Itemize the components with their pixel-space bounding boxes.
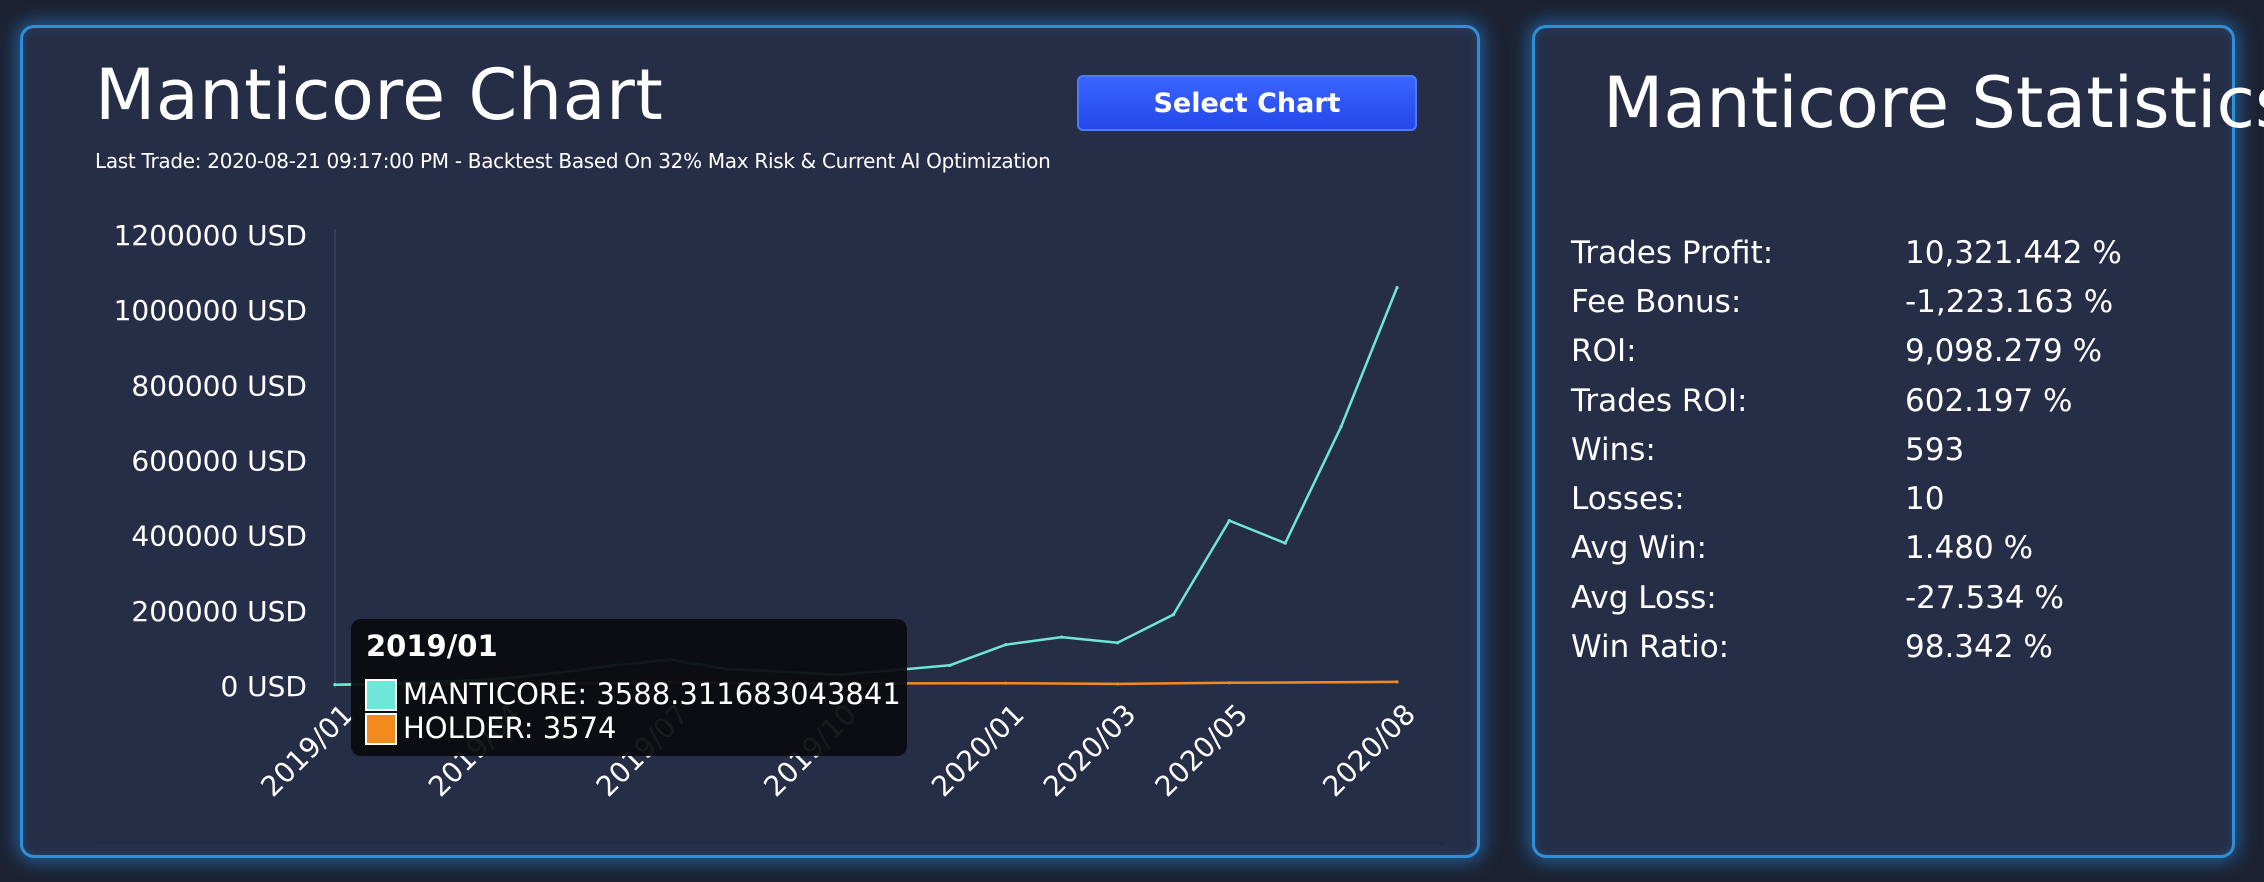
stat-label: Fee Bonus: xyxy=(1571,283,1742,320)
tooltip-background xyxy=(351,619,907,756)
stat-value: 10 xyxy=(1905,481,1945,518)
stat-row: Avg Win: 1.480 % xyxy=(1571,524,2211,573)
tooltip-item-label: MANTICORE: 3588.311683043841 xyxy=(403,677,901,711)
data-point-manticore xyxy=(948,663,952,667)
stat-label: Avg Loss: xyxy=(1571,579,1717,616)
select-chart-button[interactable]: Select Chart xyxy=(1077,75,1417,131)
stat-value: 593 xyxy=(1905,431,1965,468)
stat-value: 602.197 % xyxy=(1905,382,2073,419)
stat-value: -27.534 % xyxy=(1905,579,2064,616)
x-tick-label: 2020/08 xyxy=(1316,698,1422,804)
stat-row: Losses: 10 xyxy=(1571,474,2211,523)
x-tick-label: 2020/01 xyxy=(925,698,1031,804)
stat-label: Losses: xyxy=(1571,481,1685,518)
data-point-manticore xyxy=(1171,612,1176,617)
tooltip-title: 2019/01 xyxy=(366,629,498,663)
chart-panel: Manticore Chart Last Trade: 2020-08-21 0… xyxy=(20,25,1480,858)
last-trade-subtitle: Last Trade: 2020-08-21 09:17:00 PM - Bac… xyxy=(95,149,1051,173)
stat-value: 1.480 % xyxy=(1905,530,2034,567)
data-point-manticore xyxy=(1060,635,1064,639)
data-point-holder xyxy=(1227,681,1231,685)
x-tick-label-group: 2020/05 xyxy=(1149,698,1255,804)
stat-row: Fee Bonus: -1,223.163 % xyxy=(1571,277,2211,326)
data-point-manticore xyxy=(1227,519,1231,523)
stat-label: Win Ratio: xyxy=(1571,629,1730,666)
stat-row: Win Ratio: 98.342 % xyxy=(1571,622,2211,671)
stat-value: -1,223.163 % xyxy=(1905,283,2114,320)
stat-row: Avg Loss: -27.534 % xyxy=(1571,573,2211,622)
tooltip-swatch xyxy=(365,713,397,745)
y-tick-label: 400000 USD xyxy=(131,520,307,553)
stat-row: Wins: 593 xyxy=(1571,425,2211,474)
y-tick-label: 800000 USD xyxy=(131,369,307,402)
data-point-holder xyxy=(1115,682,1120,686)
x-tick-label: 2019/01 xyxy=(254,698,360,804)
stats-list: Trades Profit: 10,321.442 % Fee Bonus: -1,2… xyxy=(1571,228,2211,672)
equity-line-chart[interactable]: 0 USD 200000 USD 400000 USD 600000 USD 80000… xyxy=(23,28,1477,855)
stat-row: Trades Profit: 10,321.442 % xyxy=(1571,228,2211,277)
x-tick-label-group: 2019/01 xyxy=(254,698,360,804)
stat-row: Trades ROI: 602.197 % xyxy=(1571,376,2211,425)
data-point-manticore xyxy=(1395,286,1399,290)
stat-label: Trades ROI: xyxy=(1571,382,1748,419)
chart-title: Manticore Chart xyxy=(95,54,664,136)
stats-title: Manticore Statistics xyxy=(1603,62,2264,144)
tooltip-item-label: HOLDER: 3574 xyxy=(403,711,617,745)
x-tick-label: 2020/05 xyxy=(1149,698,1255,804)
chart-tooltip: 2019/01 MANTICORE: 3588.311683043841HOLDE… xyxy=(351,619,907,756)
stat-label: Wins: xyxy=(1571,431,1656,468)
data-point-manticore xyxy=(1004,643,1008,647)
y-tick-label: 0 USD xyxy=(220,670,307,703)
stat-value: 9,098.279 % xyxy=(1905,333,2103,370)
data-point-holder xyxy=(1395,680,1399,684)
data-point-holder xyxy=(1004,681,1008,685)
data-point-manticore xyxy=(333,683,337,687)
stat-value: 10,321.442 % xyxy=(1905,234,2122,271)
y-tick-label: 1000000 USD xyxy=(114,294,307,327)
y-tick-label: 1200000 USD xyxy=(114,219,307,252)
x-tick-label-group: 2020/01 xyxy=(925,698,1031,804)
y-tick-label: 200000 USD xyxy=(131,595,307,628)
data-point-manticore xyxy=(1115,641,1120,645)
x-tick-label-group: 2020/03 xyxy=(1037,698,1143,804)
tooltip-swatch xyxy=(365,679,397,711)
data-point-manticore xyxy=(1339,425,1343,429)
stats-panel: Manticore Statistics Trades Profit: 10,32… xyxy=(1532,25,2264,858)
x-tick-label: 2020/03 xyxy=(1037,698,1143,804)
stat-value: 98.342 % xyxy=(1905,629,2053,666)
stat-label: Avg Win: xyxy=(1571,530,1707,567)
x-tick-label-group: 2020/08 xyxy=(1316,698,1422,804)
stat-label: ROI: xyxy=(1571,333,1637,370)
data-point-manticore xyxy=(1283,541,1287,545)
stat-label: Trades Profit: xyxy=(1571,234,1774,271)
y-tick-label: 600000 USD xyxy=(131,445,307,478)
stat-row: ROI: 9,098.279 % xyxy=(1571,327,2211,376)
